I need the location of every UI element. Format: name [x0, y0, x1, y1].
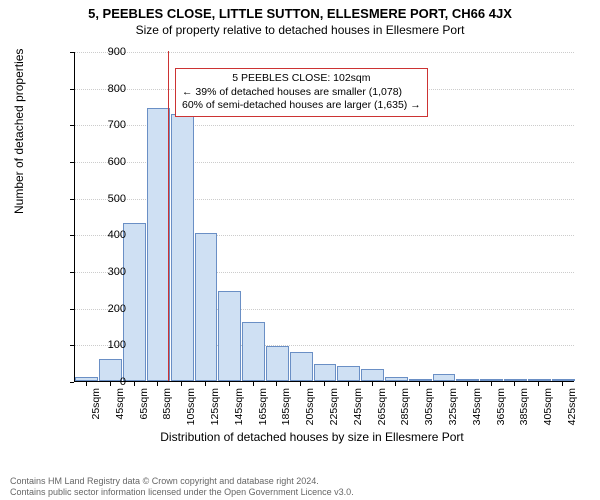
x-tick-label: 325sqm	[447, 388, 459, 425]
page-subtitle: Size of property relative to detached ho…	[0, 21, 600, 37]
histogram-bar	[385, 377, 408, 381]
y-tick-mark	[70, 235, 74, 236]
y-tick-label: 400	[90, 229, 126, 241]
histogram-bar	[195, 233, 218, 382]
plot-area: 5 PEEBLES CLOSE: 102sqm← 39% of detached…	[74, 52, 574, 382]
y-tick-label: 600	[90, 156, 126, 168]
y-tick-label: 800	[90, 83, 126, 95]
x-tick-label: 245sqm	[352, 388, 364, 425]
histogram-bar	[409, 379, 432, 381]
histogram-bar	[504, 379, 527, 381]
x-tick-label: 25sqm	[90, 388, 102, 420]
x-tick-mark	[110, 382, 111, 386]
y-tick-mark	[70, 199, 74, 200]
x-tick-mark	[443, 382, 444, 386]
x-tick-mark	[157, 382, 158, 386]
y-tick-label: 700	[90, 119, 126, 131]
histogram-bar	[528, 379, 551, 381]
y-tick-label: 100	[90, 339, 126, 351]
annotation-box: 5 PEEBLES CLOSE: 102sqm← 39% of detached…	[175, 68, 428, 117]
x-tick-label: 65sqm	[138, 388, 150, 420]
x-tick-label: 385sqm	[518, 388, 530, 425]
histogram-bar	[361, 369, 384, 381]
y-tick-mark	[70, 345, 74, 346]
x-tick-label: 345sqm	[471, 388, 483, 425]
histogram-bar	[552, 379, 575, 381]
x-tick-mark	[300, 382, 301, 386]
y-tick-label: 500	[90, 193, 126, 205]
x-tick-label: 425sqm	[566, 388, 578, 425]
x-tick-label: 125sqm	[209, 388, 221, 425]
histogram-bar	[433, 374, 456, 381]
y-tick-label: 0	[90, 376, 126, 388]
x-tick-mark	[419, 382, 420, 386]
y-tick-mark	[70, 125, 74, 126]
x-tick-mark	[348, 382, 349, 386]
x-tick-label: 285sqm	[399, 388, 411, 425]
x-axis-label: Distribution of detached houses by size …	[34, 430, 590, 444]
histogram-bar	[266, 346, 289, 381]
x-tick-label: 85sqm	[161, 388, 173, 420]
x-tick-mark	[372, 382, 373, 386]
x-tick-label: 105sqm	[185, 388, 197, 425]
x-tick-mark	[395, 382, 396, 386]
y-tick-mark	[70, 52, 74, 53]
x-tick-label: 45sqm	[114, 388, 126, 420]
histogram-bar	[171, 114, 194, 381]
grid-line	[75, 52, 574, 53]
histogram-bar	[314, 364, 337, 381]
x-tick-mark	[467, 382, 468, 386]
page-title-address: 5, PEEBLES CLOSE, LITTLE SUTTON, ELLESME…	[0, 0, 600, 21]
reference-line	[168, 51, 169, 381]
x-tick-label: 145sqm	[233, 388, 245, 425]
x-tick-mark	[229, 382, 230, 386]
footer-attribution: Contains HM Land Registry data © Crown c…	[10, 476, 590, 499]
x-tick-mark	[514, 382, 515, 386]
x-tick-label: 225sqm	[328, 388, 340, 425]
footer-line-2: Contains public sector information licen…	[10, 487, 590, 498]
y-tick-mark	[70, 382, 74, 383]
x-tick-mark	[491, 382, 492, 386]
annotation-line-3: 60% of semi-detached houses are larger (…	[182, 99, 421, 113]
x-tick-mark	[181, 382, 182, 386]
x-tick-label: 205sqm	[304, 388, 316, 425]
y-tick-mark	[70, 89, 74, 90]
y-tick-label: 900	[90, 46, 126, 58]
x-tick-mark	[205, 382, 206, 386]
histogram-bar	[147, 108, 170, 381]
x-tick-label: 405sqm	[542, 388, 554, 425]
y-axis-label: Number of detached properties	[12, 49, 26, 214]
x-tick-label: 165sqm	[257, 388, 269, 425]
annotation-line-1: 5 PEEBLES CLOSE: 102sqm	[182, 72, 421, 86]
x-tick-label: 365sqm	[495, 388, 507, 425]
annotation-line-2: ← 39% of detached houses are smaller (1,…	[182, 86, 421, 100]
x-tick-label: 265sqm	[376, 388, 388, 425]
histogram-bar	[290, 352, 313, 381]
y-tick-mark	[70, 162, 74, 163]
x-tick-label: 305sqm	[423, 388, 435, 425]
y-tick-label: 200	[90, 303, 126, 315]
footer-line-1: Contains HM Land Registry data © Crown c…	[10, 476, 590, 487]
x-tick-mark	[86, 382, 87, 386]
x-tick-mark	[276, 382, 277, 386]
y-tick-mark	[70, 309, 74, 310]
histogram-bar	[123, 223, 146, 381]
histogram-bar	[218, 291, 241, 381]
histogram-bar	[456, 379, 479, 381]
x-tick-mark	[253, 382, 254, 386]
x-tick-mark	[538, 382, 539, 386]
x-tick-mark	[134, 382, 135, 386]
histogram-bar	[242, 322, 265, 381]
x-tick-label: 185sqm	[280, 388, 292, 425]
x-tick-mark	[324, 382, 325, 386]
y-tick-mark	[70, 272, 74, 273]
y-tick-label: 300	[90, 266, 126, 278]
histogram-bar	[337, 366, 360, 381]
histogram-bar	[480, 379, 503, 381]
x-tick-mark	[562, 382, 563, 386]
histogram-chart: Number of detached properties 5 PEEBLES …	[34, 44, 590, 444]
